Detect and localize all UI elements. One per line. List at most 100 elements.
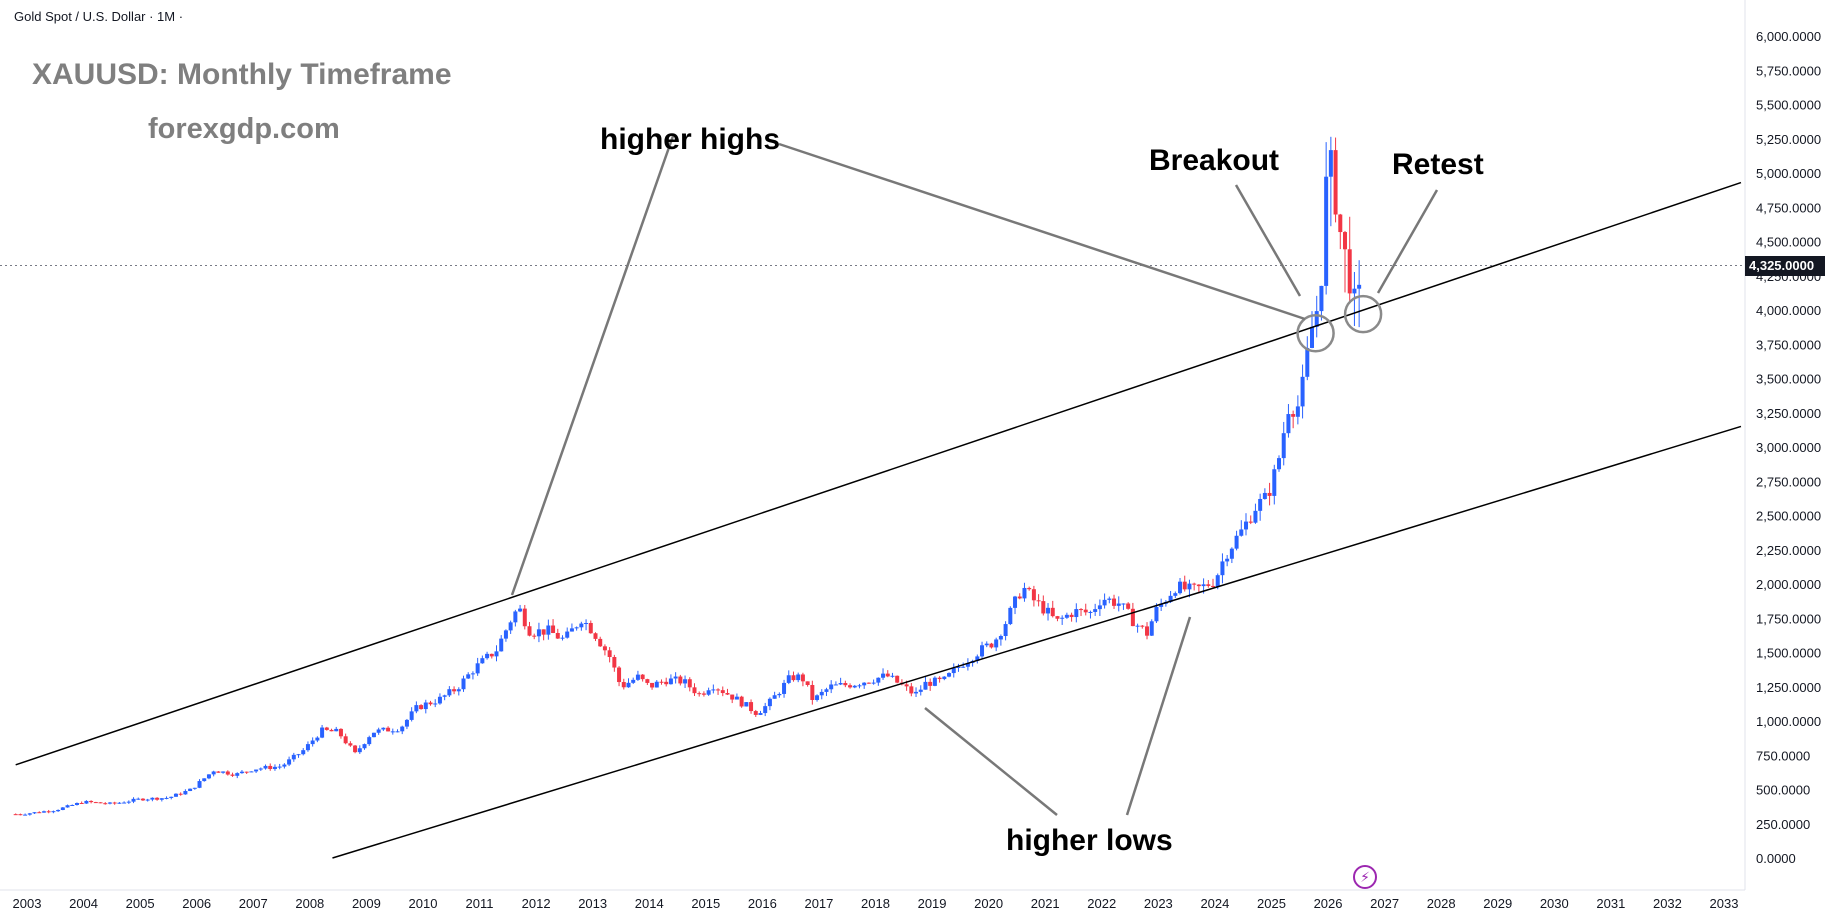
candle-body xyxy=(442,695,447,697)
candle-body xyxy=(456,689,461,692)
candle-body xyxy=(749,702,754,712)
candle-body xyxy=(287,759,292,765)
candle-body xyxy=(216,771,221,773)
circle-markers-layer xyxy=(1296,294,1383,353)
y-tick-label: 1,250.0000 xyxy=(1756,680,1821,695)
circle-marker xyxy=(1296,314,1335,353)
candle-body xyxy=(1182,581,1187,590)
candle-body xyxy=(419,705,424,710)
y-tick-label: 2,250.0000 xyxy=(1756,543,1821,558)
x-tick-label: 2009 xyxy=(352,896,381,911)
candle-body xyxy=(1295,406,1300,417)
candle-body xyxy=(291,754,296,760)
candle-body xyxy=(1126,603,1131,609)
candle-body xyxy=(70,804,75,806)
candle-body xyxy=(881,673,886,678)
candle-body xyxy=(678,676,683,684)
candle-body xyxy=(1310,326,1315,348)
candle-body xyxy=(1093,609,1098,612)
candle-body xyxy=(838,683,843,685)
candle-body xyxy=(41,811,46,813)
channel-trendline[interactable] xyxy=(15,181,1742,766)
candle-body xyxy=(951,668,956,674)
candle-body xyxy=(1003,624,1008,637)
y-tick-label: 1,000.0000 xyxy=(1756,714,1821,729)
candle-body xyxy=(1229,548,1234,559)
candle-body xyxy=(1041,601,1046,614)
candle-body xyxy=(645,679,650,683)
candle-body xyxy=(1305,347,1310,377)
x-tick-label: 2026 xyxy=(1314,896,1343,911)
x-tick-label: 2032 xyxy=(1653,896,1682,911)
candle-body xyxy=(249,771,254,773)
candle-body xyxy=(18,814,23,816)
candle-body xyxy=(541,629,546,635)
candle-body xyxy=(1135,625,1140,627)
candle-body xyxy=(1267,492,1272,496)
y-tick-label: 500.0000 xyxy=(1756,783,1810,798)
candle-body xyxy=(706,690,711,695)
candle-body xyxy=(362,744,367,749)
circle-marker xyxy=(1343,294,1383,334)
candle-body xyxy=(404,719,409,727)
candle-body xyxy=(777,693,782,696)
candle-body xyxy=(532,635,537,637)
candle-body xyxy=(503,630,508,639)
candle-body xyxy=(866,682,871,684)
candle-body xyxy=(994,639,999,648)
candle-body xyxy=(1281,433,1286,459)
y-axis[interactable]: 6,000.0000 5,750.0000 5,500.0000 5,250.0000… xyxy=(1756,29,1821,866)
candle-body xyxy=(810,684,815,700)
candle-body xyxy=(947,673,952,677)
candle-body xyxy=(258,768,263,770)
candle-body xyxy=(782,682,787,694)
candle-body xyxy=(447,689,452,696)
candle-body xyxy=(1215,575,1220,587)
y-tick-label: 5,500.0000 xyxy=(1756,98,1821,113)
candle-body xyxy=(1130,608,1135,627)
y-tick-label: 5,750.0000 xyxy=(1756,63,1821,78)
candle-body xyxy=(890,675,895,677)
lightning-bolt-icon[interactable]: ⚡ xyxy=(1353,865,1377,889)
candle-body xyxy=(1328,150,1333,177)
candle-body xyxy=(744,702,749,707)
candle-body xyxy=(499,638,504,652)
candle-body xyxy=(98,802,103,804)
candle-body xyxy=(668,678,673,685)
candle-body xyxy=(301,750,306,755)
x-tick-label: 2024 xyxy=(1200,896,1229,911)
x-tick-label: 2014 xyxy=(635,896,664,911)
candle-body xyxy=(310,740,315,745)
candle-body xyxy=(631,679,636,683)
candle-body xyxy=(1333,150,1338,215)
x-axis[interactable]: 2003 2004 2005 2006 2007 2008 2009 2010 2011 2012… xyxy=(13,896,1739,911)
candle-body xyxy=(84,800,89,804)
candle-body xyxy=(27,813,32,815)
candle-body xyxy=(546,625,551,635)
candle-body xyxy=(1244,521,1249,530)
candle-body xyxy=(1291,414,1296,417)
annotation-pointer-line xyxy=(510,135,675,596)
candle-body xyxy=(400,726,405,732)
candle-body xyxy=(876,677,881,683)
retest-label: Retest xyxy=(1392,148,1484,181)
candle-body xyxy=(984,643,989,646)
candle-body xyxy=(1196,584,1201,587)
candle-body xyxy=(914,691,919,694)
candle-body xyxy=(871,682,876,684)
candle-body xyxy=(551,625,556,633)
candle-body xyxy=(956,666,961,669)
channel-trendline[interactable] xyxy=(332,425,1742,859)
candle-body xyxy=(254,769,259,772)
candle-body xyxy=(390,731,395,733)
candle-body xyxy=(1017,596,1022,599)
x-tick-label: 2007 xyxy=(239,896,268,911)
candle-body xyxy=(93,802,98,804)
candle-body xyxy=(334,728,339,732)
candle-body xyxy=(1008,607,1013,625)
candle-body xyxy=(1074,609,1079,618)
candle-body xyxy=(1352,288,1357,294)
candle-body xyxy=(192,787,197,789)
x-tick-label: 2010 xyxy=(409,896,438,911)
